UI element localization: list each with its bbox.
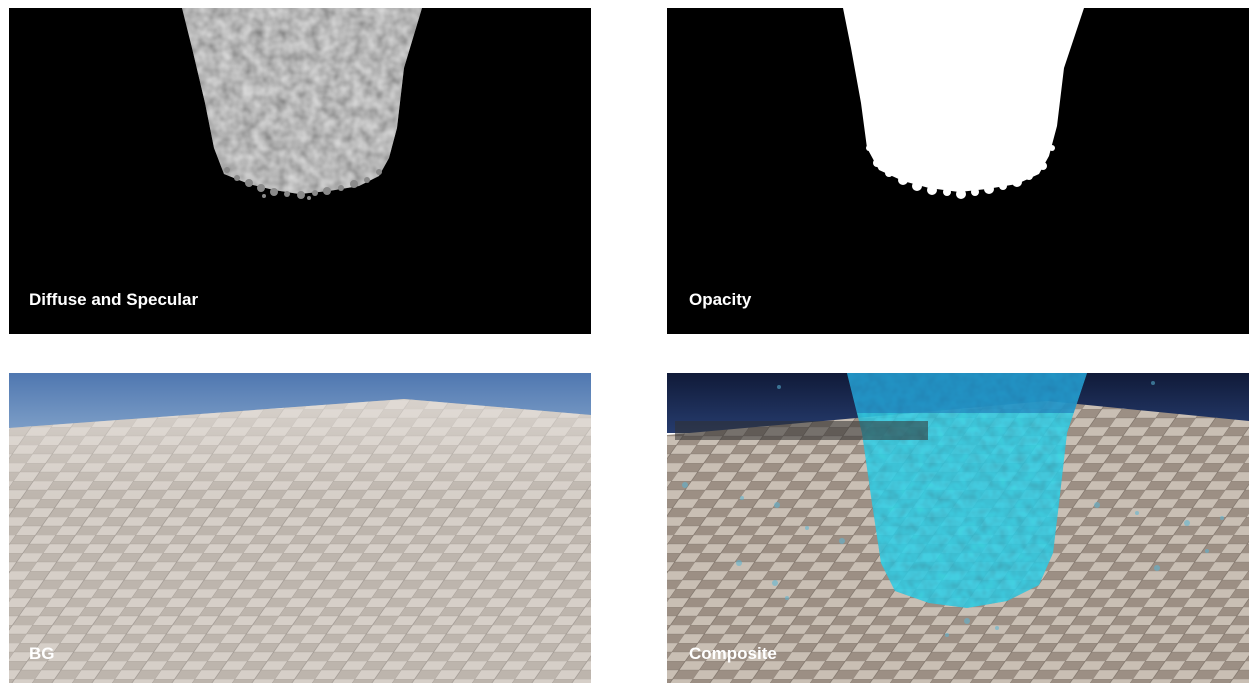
caption-composite: Composite [689, 644, 777, 663]
opacity-particle-fringe [866, 145, 1055, 199]
particle-fringe [224, 167, 382, 200]
composite-render: Composite [667, 373, 1249, 683]
caption-diffuse-specular: Diffuse and Specular [29, 290, 198, 309]
debug-overlay [675, 421, 928, 440]
caption-bg: BG [29, 644, 55, 663]
diffuse-specular-render: Diffuse and Specular [9, 8, 591, 334]
opacity-panel: Opacity [667, 8, 1249, 334]
diffuse-specular-panel: Diffuse and Specular [9, 8, 591, 334]
stray-particles [682, 381, 1224, 637]
caption-opacity: Opacity [689, 290, 752, 309]
composite-panel: Composite [667, 373, 1249, 683]
background-panel: BG [9, 373, 591, 683]
background-render: BG [9, 373, 591, 683]
opacity-render: Opacity [667, 8, 1249, 334]
